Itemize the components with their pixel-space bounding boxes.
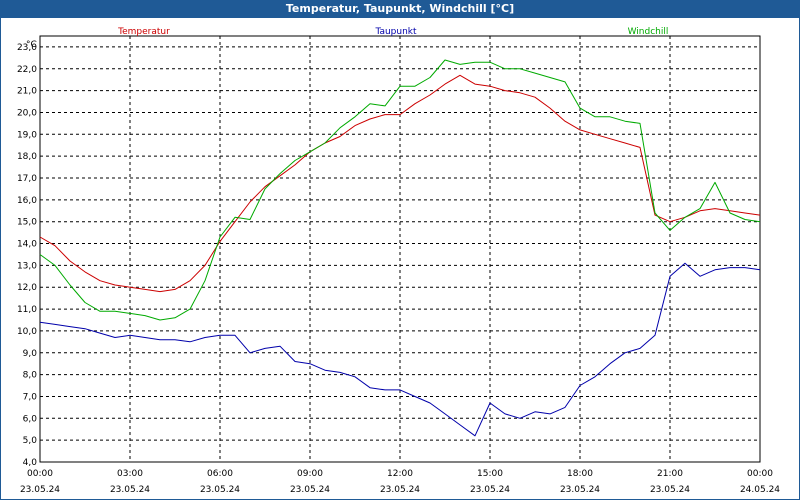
x-tick-time-label: 12:00 — [387, 469, 413, 479]
x-tick-time-label: 00:00 — [747, 469, 773, 479]
y-tick-label: 18,0 — [17, 152, 37, 162]
y-tick-label: 11,0 — [17, 305, 37, 315]
y-tick-label: 4,0 — [23, 458, 38, 468]
y-tick-label: 17,0 — [17, 174, 37, 184]
series-line-temperatur — [39, 74, 761, 293]
x-tick-date-label: 23.05.24 — [290, 485, 330, 495]
y-tick-label: 8,0 — [23, 371, 38, 381]
x-tick-date-label: 23.05.24 — [470, 485, 510, 495]
x-tick-date-label: 23.05.24 — [380, 485, 420, 495]
legend-windchill: Windchill — [628, 27, 669, 37]
y-tick-label: 16,0 — [17, 196, 37, 206]
y-tick-label: 14,0 — [17, 240, 37, 250]
x-tick-time-label: 21:00 — [657, 469, 683, 479]
x-tick-date-label: 23.05.24 — [650, 485, 690, 495]
x-tick-date-label: 23.05.24 — [200, 485, 240, 495]
y-tick-label: 19,0 — [17, 130, 37, 140]
series-line-taupunkt — [39, 262, 761, 437]
y-tick-label: 5,0 — [23, 436, 38, 446]
x-tick-time-label: 06:00 — [207, 469, 233, 479]
legend-taupunkt: Taupunkt — [374, 27, 417, 37]
window-title: Temperatur, Taupunkt, Windchill [°C] — [0, 0, 800, 18]
x-tick-time-label: 03:00 — [117, 469, 143, 479]
series-line-windchill — [39, 59, 761, 321]
y-tick-label: 22,0 — [17, 65, 37, 75]
y-tick-label: 20,0 — [17, 108, 37, 118]
y-tick-label: 15,0 — [17, 218, 37, 228]
y-tick-label: 7,0 — [23, 392, 38, 402]
x-tick-date-label: 23.05.24 — [20, 485, 60, 495]
y-axis-unit-label: °C — [26, 40, 37, 50]
y-tick-label: 21,0 — [17, 87, 37, 97]
x-tick-time-label: 00:00 — [27, 469, 53, 479]
x-tick-time-label: 09:00 — [297, 469, 323, 479]
y-tick-label: 13,0 — [17, 261, 37, 271]
y-tick-label: 10,0 — [17, 327, 37, 337]
legend-temperatur: Temperatur — [117, 27, 170, 37]
x-tick-time-label: 18:00 — [567, 469, 593, 479]
x-tick-date-label: 23.05.24 — [560, 485, 600, 495]
x-tick-date-label: 23.05.24 — [110, 485, 150, 495]
y-tick-label: 23,0 — [17, 43, 37, 53]
y-tick-label: 6,0 — [23, 414, 38, 424]
y-tick-label: 9,0 — [23, 349, 38, 359]
y-tick-label: 12,0 — [17, 283, 37, 293]
x-tick-date-label: 24.05.24 — [740, 485, 780, 495]
x-tick-time-label: 15:00 — [477, 469, 503, 479]
